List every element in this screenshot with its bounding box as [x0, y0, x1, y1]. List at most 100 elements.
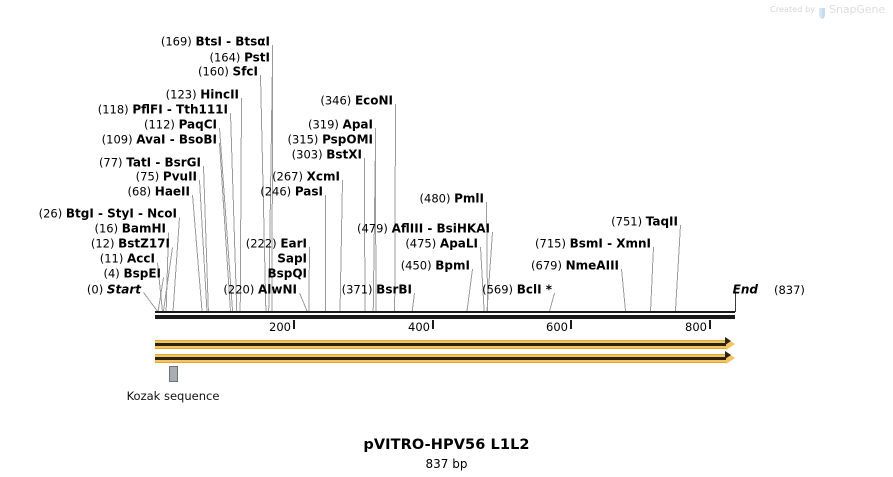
site-label-pspomi[interactable]: (315) PspOMI: [287, 132, 373, 147]
site-position: (4): [103, 266, 120, 281]
ruler-tick-600: [570, 320, 572, 329]
site-enzymes: PmlI: [454, 191, 484, 206]
site-enzymes: PspOMI: [322, 132, 373, 147]
site-enzymes: HaeII: [154, 184, 190, 199]
site-enzymes: XcmI: [306, 169, 340, 184]
site-position: (160): [197, 64, 229, 79]
site-label-bsmi[interactable]: (715) BsmI - XmnI: [535, 236, 651, 251]
ruler-tick-200: [293, 320, 295, 329]
watermark-brand: SnapGene: [829, 3, 885, 16]
site-label-bspqi[interactable]: BspQI: [267, 266, 307, 281]
title-block: pVITRO-HPV56 L1L2 837 bp: [0, 437, 893, 471]
site-label-bstz17i[interactable]: (12) BstZ17I: [90, 236, 170, 251]
site-enzymes: BspQI: [267, 266, 307, 281]
site-position: (715): [535, 236, 566, 251]
site-label-acci[interactable]: (11) AccI: [100, 251, 155, 266]
site-enzymes: BpmI: [435, 258, 470, 273]
site-label-avai[interactable]: (109) AvaI - BsoBI: [102, 132, 217, 147]
site-position: (123): [165, 87, 197, 102]
site-label-pasi[interactable]: (246) PasI: [260, 184, 323, 199]
site-label-sfci[interactable]: (160) SfcI: [197, 64, 258, 79]
site-enzymes: BsmI - XmnI: [569, 236, 651, 251]
site-label-hincii[interactable]: (123) HincII: [165, 87, 239, 102]
site-position: (679): [531, 258, 562, 273]
orf-arrow-upper[interactable]: [155, 337, 735, 350]
site-label-bspei[interactable]: (4) BspEI: [103, 266, 162, 281]
site-enzymes: BtsI - BtsαI: [195, 34, 270, 49]
site-enzymes: BtgI - StyI - NcoI: [65, 206, 177, 221]
start-marker-label[interactable]: (0) Start: [86, 282, 141, 297]
end-marker-label[interactable]: End: [732, 282, 758, 297]
site-enzymes: EarI: [280, 236, 307, 251]
site-label-btgi[interactable]: (26) BtgI - StyI - NcoI: [38, 206, 177, 221]
site-position: (12): [90, 236, 115, 251]
site-label-tati[interactable]: (77) TatI - BsrGI: [98, 155, 201, 170]
site-label-bstxi[interactable]: (303) BstXI: [292, 147, 362, 162]
site-enzymes: BstZ17I: [118, 236, 170, 251]
end-position: (837): [774, 283, 805, 297]
site-enzymes: AccI: [127, 251, 155, 266]
site-enzymes: AflIII - BsiHKAI: [391, 221, 490, 236]
ruler-line-lower: [155, 315, 735, 319]
ruler-tick-400: [432, 320, 434, 329]
site-label-apali[interactable]: (475) ApaLI: [405, 237, 478, 251]
site-enzymes: PflFI - Tth111I: [132, 102, 228, 117]
site-enzymes: SfcI: [232, 64, 258, 79]
site-label-pflfi[interactable]: (118) PflFI - Tth111I: [98, 102, 228, 117]
site-label-bcli[interactable]: (569) BclI *: [482, 282, 552, 297]
site-enzymes: SapI: [277, 251, 307, 266]
site-label-taqii[interactable]: (751) TaqII: [611, 215, 678, 229]
site-enzymes: BsrBI: [376, 282, 412, 297]
site-position: (112): [143, 117, 175, 132]
orf-arrowhead-inner: [725, 337, 731, 345]
site-enzymes: AvaI - BsoBI: [136, 132, 217, 147]
start-position: (0): [86, 282, 104, 297]
site-label-nmeaiii[interactable]: (679) NmeAIII: [531, 258, 619, 273]
site-position: (319): [307, 117, 339, 132]
site-position: (68): [127, 184, 152, 199]
site-position: (371): [341, 282, 373, 297]
site-enzymes: BamHI: [121, 221, 166, 236]
site-position: (479): [356, 221, 388, 236]
site-label-sapi[interactable]: SapI: [277, 251, 307, 266]
site-enzymes: HincII: [200, 87, 239, 102]
orf-arrow-lower[interactable]: [155, 351, 735, 364]
site-position: (169): [160, 34, 192, 49]
end-text: End: [732, 282, 758, 297]
site-position: (346): [320, 93, 352, 108]
site-position: (222): [245, 236, 277, 251]
ruler-tick-label-800: 800: [685, 320, 707, 334]
site-label-xcmi[interactable]: (267) XcmI: [272, 169, 340, 184]
ruler-tick-label-200: 200: [269, 320, 291, 334]
site-label-aflii[interactable]: (479) AflIII - BsiHKAI: [356, 221, 490, 236]
ruler-tick-800: [709, 320, 711, 329]
site-label-paqci[interactable]: (112) PaqCI: [143, 117, 217, 132]
site-position: (77): [98, 155, 123, 170]
ruler-line-upper: [155, 311, 735, 313]
site-label-bamhi[interactable]: (16) BamHI: [94, 221, 166, 236]
site-label-bsrbi[interactable]: (371) BsrBI: [341, 282, 412, 297]
site-position: (26): [38, 206, 63, 221]
site-label-alwni[interactable]: (220) AlwNI: [223, 282, 297, 297]
site-enzymes: BstXI: [326, 147, 362, 162]
site-position: (569): [482, 282, 514, 297]
site-position: (75): [135, 169, 160, 184]
site-label-apai[interactable]: (319) ApaI: [307, 117, 373, 132]
site-position: (220): [223, 282, 255, 297]
site-enzymes: AlwNI: [258, 282, 297, 297]
site-enzymes: PasI: [294, 184, 323, 199]
site-label-psti[interactable]: (164) PstI: [209, 51, 270, 65]
site-label-bpmi[interactable]: (450) BpmI: [400, 258, 470, 273]
site-position: (450): [400, 258, 432, 273]
site-position: (315): [287, 132, 319, 147]
ruler-tick-label-600: 600: [546, 320, 568, 334]
site-label-haeii[interactable]: (68) HaeII: [127, 184, 190, 199]
site-label-eari[interactable]: (222) EarI: [245, 236, 307, 251]
site-label-pvuii[interactable]: (75) PvuII: [135, 169, 197, 184]
orf-stripe: [155, 343, 726, 346]
site-label-pmli[interactable]: (480) PmlI: [420, 191, 484, 206]
feature-kozak-sequence[interactable]: [169, 366, 178, 382]
site-label-econi[interactable]: (346) EcoNI: [320, 93, 393, 108]
site-label-btsi[interactable]: (169) BtsI - BtsαI: [160, 34, 270, 49]
